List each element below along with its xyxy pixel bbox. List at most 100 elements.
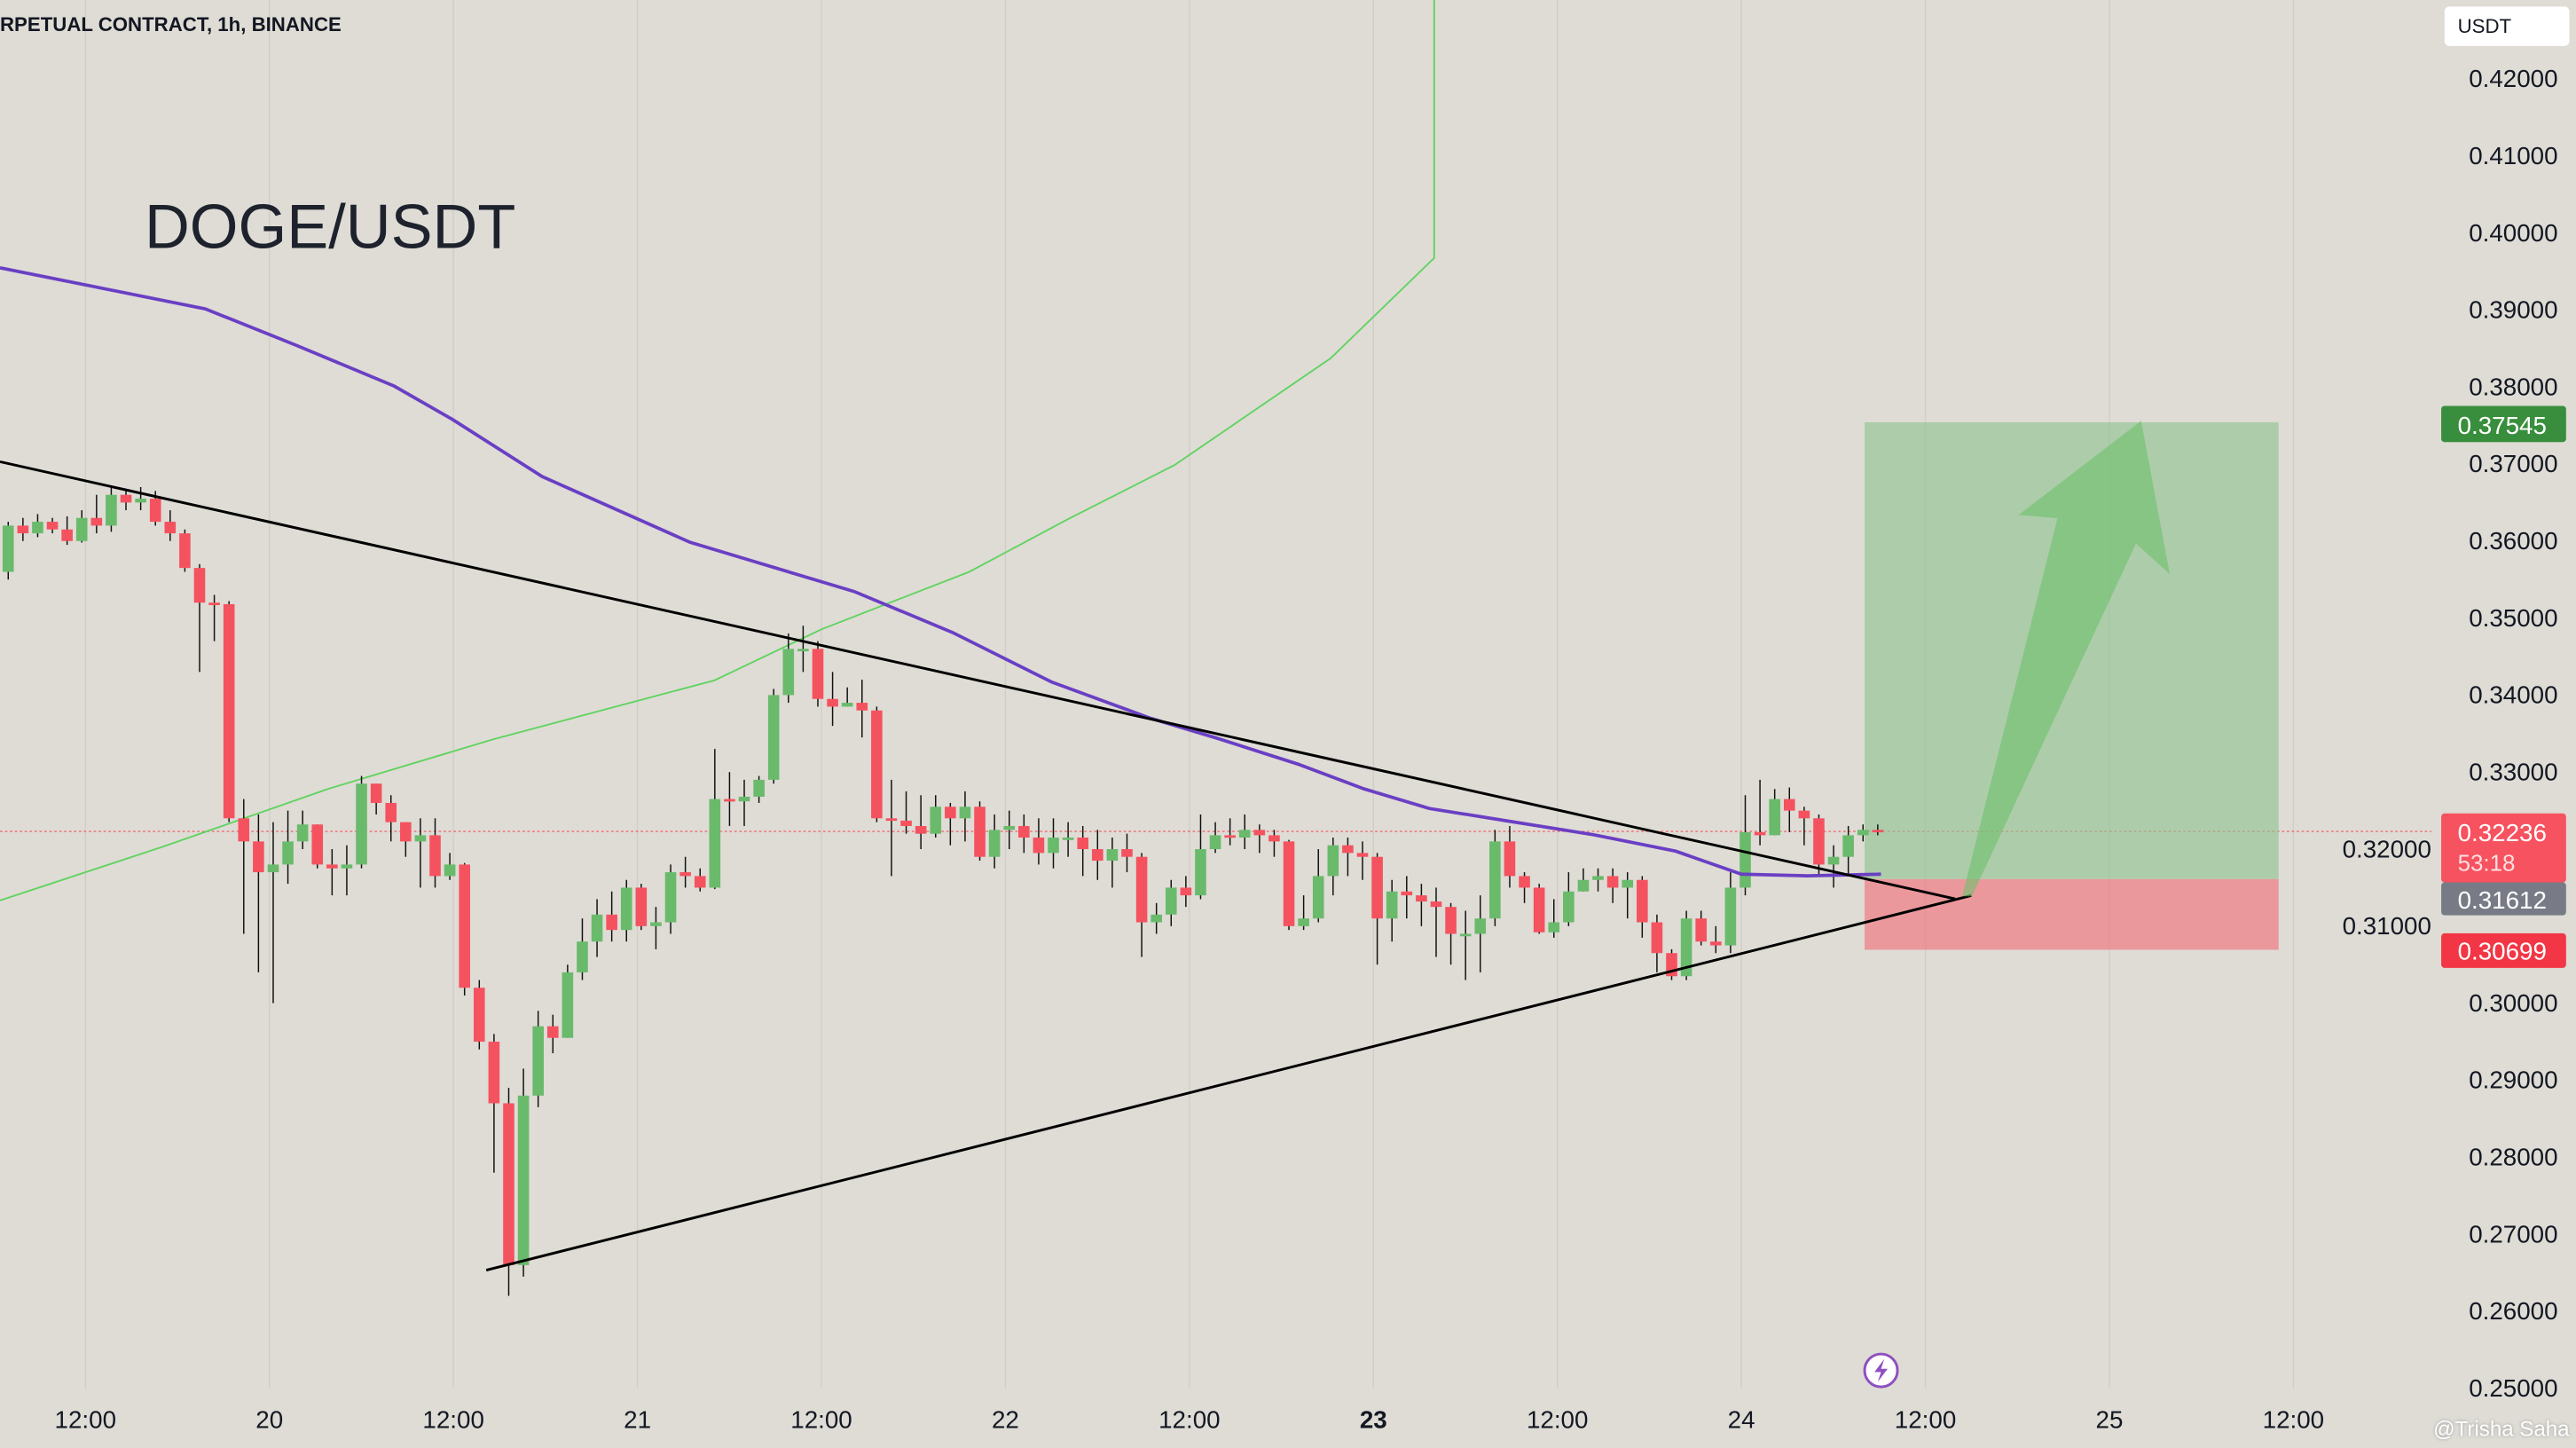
candle [1312, 849, 1324, 923]
candle [1253, 824, 1266, 854]
lower-trendline[interactable] [485, 893, 1972, 1272]
candle-body [1680, 918, 1692, 977]
candle [1577, 868, 1590, 892]
candle [738, 779, 750, 826]
candle-body [1474, 918, 1487, 934]
candle-body [46, 522, 59, 530]
candle-body [871, 710, 883, 819]
candle [1342, 837, 1354, 877]
candle-body [2, 525, 14, 572]
candle-body [1180, 887, 1192, 896]
candle [1224, 818, 1236, 846]
candle-body [17, 525, 29, 534]
candle-body [414, 835, 427, 842]
candle [694, 868, 706, 892]
candle [1637, 876, 1648, 938]
candle-body [988, 830, 1001, 857]
candle-body [827, 698, 838, 707]
green-indicator-line [0, 0, 1435, 901]
candle-body [1709, 941, 1722, 946]
candle-body [1151, 914, 1162, 923]
candle [46, 517, 59, 534]
candle-body [1312, 876, 1324, 919]
candle-body [1872, 830, 1884, 833]
candle-body [1121, 849, 1133, 857]
candle [1151, 902, 1162, 934]
candle [856, 680, 868, 738]
candle-body [797, 649, 809, 652]
candle-body [856, 703, 868, 711]
candle-body [429, 835, 441, 877]
candle-body [179, 533, 191, 569]
candle [1842, 825, 1854, 877]
candle-body [400, 822, 412, 842]
candle-body [1651, 922, 1663, 954]
candle-body [444, 864, 456, 877]
candle-body [738, 796, 750, 802]
badge-stop: 0.30699 [2441, 933, 2566, 968]
candle-body [767, 695, 780, 780]
candle [1857, 824, 1869, 842]
candle [106, 485, 117, 532]
y-tick-label: 0.33000 [2469, 758, 2557, 785]
candle [1754, 779, 1766, 846]
candle [988, 814, 1001, 869]
candle-body [208, 602, 220, 605]
candle-body [1238, 830, 1251, 838]
candle [577, 918, 588, 980]
candle [75, 510, 88, 543]
candle-body [1135, 856, 1148, 923]
candle [1459, 910, 1472, 980]
y-tick-label: 0.40000 [2469, 219, 2557, 247]
candle [1695, 910, 1707, 946]
candle-body [930, 807, 942, 834]
candle-body [532, 1026, 544, 1096]
candle-body [1386, 891, 1398, 919]
candle [164, 510, 177, 541]
candle-body [1401, 891, 1413, 896]
candle-body [61, 529, 73, 541]
upper-trendline[interactable] [0, 460, 1956, 901]
y-tick-label: 0.25000 [2469, 1374, 2557, 1402]
candle [1091, 830, 1103, 880]
currency-selector[interactable]: USDT [2444, 6, 2570, 46]
up-arrow-icon[interactable] [1961, 421, 2171, 897]
x-tick-label: 12:00 [422, 1405, 483, 1433]
y-tick-label: 0.31000 [2343, 912, 2431, 940]
x-tick-label: 12:00 [1158, 1405, 1220, 1433]
candle [370, 783, 382, 814]
candle-body [1798, 810, 1810, 819]
candle-body [326, 864, 338, 869]
candle [1783, 787, 1795, 832]
y-tick-label: 0.36000 [2469, 527, 2557, 555]
candle-body [1504, 841, 1516, 877]
svg-text:0.31612: 0.31612 [2458, 886, 2547, 914]
candle [1504, 825, 1516, 888]
candle [474, 980, 485, 1050]
candle-body [562, 972, 574, 1038]
stop-zone[interactable] [1865, 878, 2279, 950]
candle-body [782, 649, 795, 696]
time-axis[interactable]: 12:00 20 12:00 21 12:00 22 12:00 23 12:00 24 12:00… [55, 1405, 2325, 1433]
candle-body [474, 988, 485, 1043]
candle-body [841, 703, 853, 707]
badge-target: 0.37545 [2441, 405, 2566, 443]
price-axis[interactable]: 0.42000 0.41000 0.40000 0.39000 0.38000 0.370… [2343, 65, 2558, 1402]
candle [400, 822, 412, 857]
candle-body [606, 914, 617, 931]
candle-body [311, 824, 324, 865]
candle [1651, 914, 1663, 972]
candle [945, 802, 956, 846]
candle [1709, 925, 1722, 954]
candle [782, 633, 795, 704]
candle-body [1062, 837, 1074, 840]
lightning-icon[interactable] [1863, 1352, 1899, 1389]
candle-body [120, 494, 132, 503]
candle-body [503, 1103, 514, 1265]
candle-body [664, 872, 677, 923]
symbol-title: DOGE/USDT [144, 193, 516, 264]
y-tick-label: 0.35000 [2469, 604, 2557, 632]
candle-body [1606, 876, 1619, 888]
